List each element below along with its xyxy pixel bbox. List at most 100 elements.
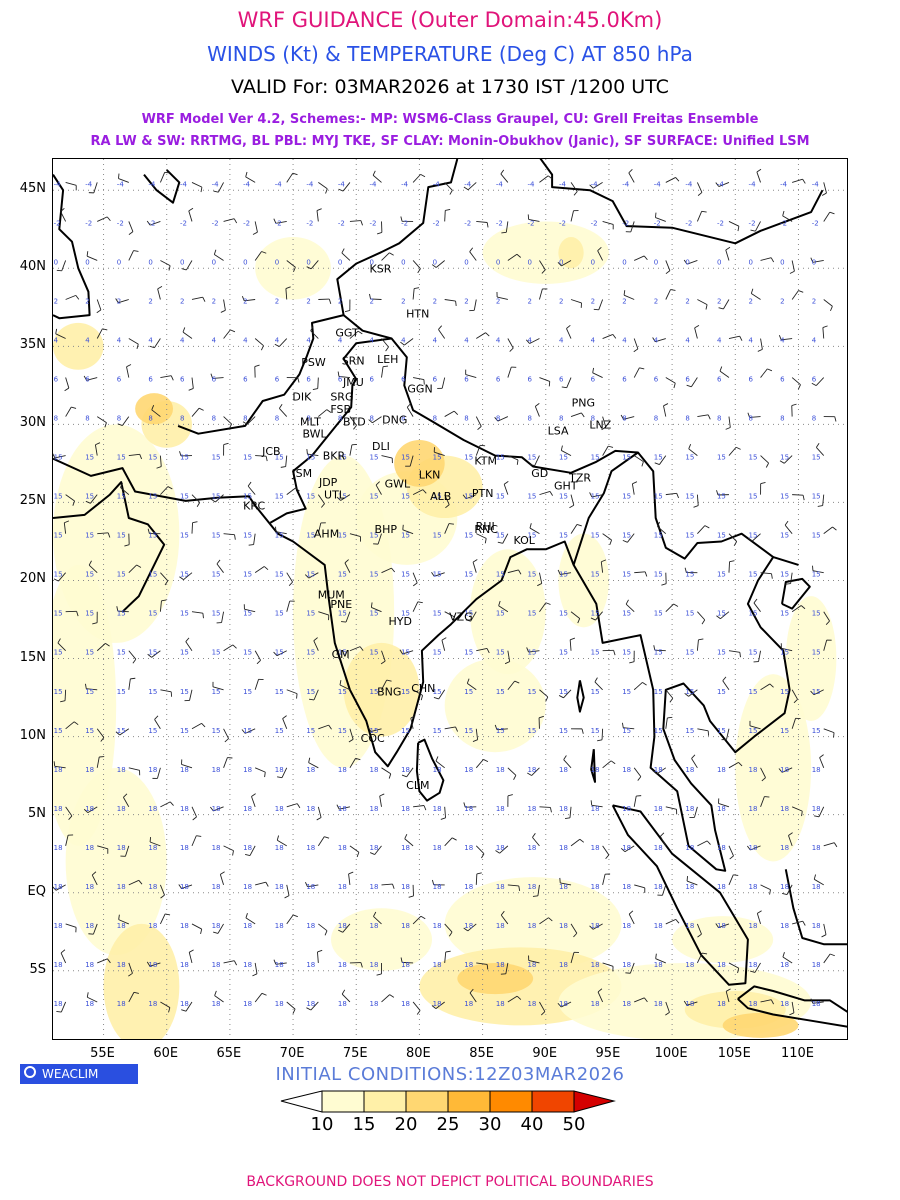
grid-temp-value: 18 bbox=[464, 922, 473, 930]
grid-temp-value: 15 bbox=[780, 727, 789, 735]
wind-barb: 2 bbox=[780, 290, 804, 305]
grid-temp-value: 8 bbox=[717, 415, 721, 423]
grid-temp-value: 2 bbox=[685, 297, 689, 305]
grid-temp-value: 15 bbox=[685, 493, 694, 501]
map-subtitle: WINDS (Kt) & TEMPERATURE (Deg C) AT 850 … bbox=[207, 42, 693, 66]
wind-barb: -2 bbox=[780, 210, 793, 227]
grid-temp-value: 15 bbox=[306, 454, 315, 462]
wind-barb: 15 bbox=[180, 722, 206, 735]
wind-barb: 18 bbox=[433, 950, 451, 969]
wind-barb: -4 bbox=[243, 171, 256, 188]
grid-temp-value: 15 bbox=[401, 571, 410, 579]
lat-label-40n: 40N bbox=[19, 259, 46, 275]
station-label-ggt: GGT bbox=[335, 326, 359, 339]
wind-barb: 2 bbox=[338, 297, 351, 313]
station-label-bkr: BKR bbox=[323, 450, 346, 463]
wind-barb: 18 bbox=[685, 922, 702, 938]
grid-temp-value: -2 bbox=[148, 219, 155, 227]
station-label-vzg: VZG bbox=[449, 610, 473, 623]
grid-temp-value: 15 bbox=[401, 532, 410, 540]
colorbar-segment-1 bbox=[363, 1090, 407, 1113]
wind-barb: 15 bbox=[780, 571, 793, 585]
wind-barb: 18 bbox=[431, 879, 445, 891]
wind-barb: 18 bbox=[433, 837, 457, 852]
grid-temp-value: 18 bbox=[117, 805, 126, 813]
grid-temp-value: 15 bbox=[54, 727, 63, 735]
wind-barb: 6 bbox=[749, 368, 773, 384]
wind-barb: 0 bbox=[591, 246, 604, 266]
grid-temp-value: 4 bbox=[306, 337, 311, 345]
wind-barb: 15 bbox=[685, 610, 706, 625]
wind-barb: 4 bbox=[274, 337, 288, 347]
wind-barb: 15 bbox=[243, 649, 261, 665]
grid-temp-value: 15 bbox=[559, 649, 568, 657]
grid-temp-value: 15 bbox=[306, 649, 315, 657]
wind-barb: 8 bbox=[747, 412, 761, 423]
grid-temp-value: 18 bbox=[370, 922, 379, 930]
grid-temp-value: 15 bbox=[212, 532, 221, 540]
wind-barb: 18 bbox=[306, 922, 328, 936]
grid-temp-value: 15 bbox=[370, 532, 379, 540]
grid-temp-value: 15 bbox=[812, 727, 821, 735]
wind-barb: 15 bbox=[370, 649, 386, 665]
grid-temp-value: 15 bbox=[117, 493, 126, 501]
wind-barb: 15 bbox=[85, 560, 98, 579]
grid-temp-value: 15 bbox=[433, 688, 442, 696]
wind-barb: 15 bbox=[526, 647, 540, 657]
wind-barb: 18 bbox=[527, 955, 540, 969]
grid-temp-value: 18 bbox=[370, 961, 379, 969]
grid-temp-value: -4 bbox=[243, 180, 251, 188]
grid-temp-value: 15 bbox=[591, 532, 600, 540]
wind-barb: 18 bbox=[85, 844, 109, 854]
grid-temp-value: 6 bbox=[148, 376, 153, 384]
wind-barb: 15 bbox=[243, 481, 256, 501]
grid-temp-value: 0 bbox=[401, 258, 405, 266]
grid-temp-value: 18 bbox=[685, 1000, 694, 1008]
grid-temp-value: 18 bbox=[433, 883, 442, 891]
grid-temp-value: 15 bbox=[85, 493, 94, 501]
grid-temp-value: 4 bbox=[591, 337, 596, 345]
wind-barb: 6 bbox=[559, 376, 572, 389]
colorbar-segment-4 bbox=[489, 1090, 533, 1113]
wind-barb: 15 bbox=[622, 649, 635, 664]
wind-barb: 18 bbox=[180, 805, 197, 821]
lon-label-55e: 55E bbox=[90, 1046, 115, 1061]
wind-barb: 18 bbox=[370, 911, 382, 930]
wind-barb: -4 bbox=[780, 178, 806, 188]
wind-barb: 2 bbox=[433, 297, 457, 307]
valid-time: VALID For: 03MAR2026 at 1730 IST /1200 U… bbox=[231, 76, 669, 98]
wind-barb: 15 bbox=[306, 688, 319, 701]
wind-barb: 15 bbox=[54, 688, 67, 703]
wind-barb: 15 bbox=[433, 523, 454, 540]
wind-barb: 15 bbox=[559, 637, 576, 657]
wind-barb: 18 bbox=[243, 913, 256, 930]
wind-barb: 18 bbox=[591, 760, 616, 774]
wind-barb: 0 bbox=[527, 258, 546, 274]
map-panel[interactable]: -4 -2 0 2 4 6 8 15 15 15 15 15 15 15 15 18 18 18 18 18 18 18 -… bbox=[52, 158, 848, 1040]
wind-barb: 18 bbox=[212, 922, 224, 934]
wind-barb: 18 bbox=[306, 757, 319, 774]
map-canvas[interactable]: -4 -2 0 2 4 6 8 15 15 15 15 15 15 15 15 18 18 18 18 18 18 18 -… bbox=[53, 159, 848, 1040]
wind-barb: 15 bbox=[559, 524, 582, 540]
grid-temp-value: 8 bbox=[622, 415, 626, 423]
grid-temp-value: 18 bbox=[338, 805, 347, 813]
wind-barb: 4 bbox=[370, 337, 389, 352]
wind-barb: 4 bbox=[306, 326, 319, 345]
wind-barb: 0 bbox=[780, 258, 795, 274]
grid-temp-value: 15 bbox=[591, 454, 600, 462]
wind-barb: 0 bbox=[243, 251, 267, 266]
grid-temp-value: 15 bbox=[180, 688, 189, 696]
grid-temp-value: 2 bbox=[464, 297, 468, 305]
wind-barb: 0 bbox=[338, 248, 351, 266]
wind-barb: 15 bbox=[399, 649, 414, 657]
grid-temp-value: 15 bbox=[527, 532, 536, 540]
grid-temp-value: -4 bbox=[54, 180, 62, 188]
wind-barb: 18 bbox=[685, 952, 708, 969]
grid-temp-value: 15 bbox=[338, 688, 347, 696]
grid-temp-value: 4 bbox=[496, 337, 501, 345]
grid-temp-value: 15 bbox=[212, 649, 221, 657]
grid-temp-value: 15 bbox=[812, 610, 821, 618]
wind-barb: 2 bbox=[241, 296, 256, 305]
grid-temp-value: 18 bbox=[180, 844, 189, 852]
wind-barb: 18 bbox=[780, 883, 793, 896]
